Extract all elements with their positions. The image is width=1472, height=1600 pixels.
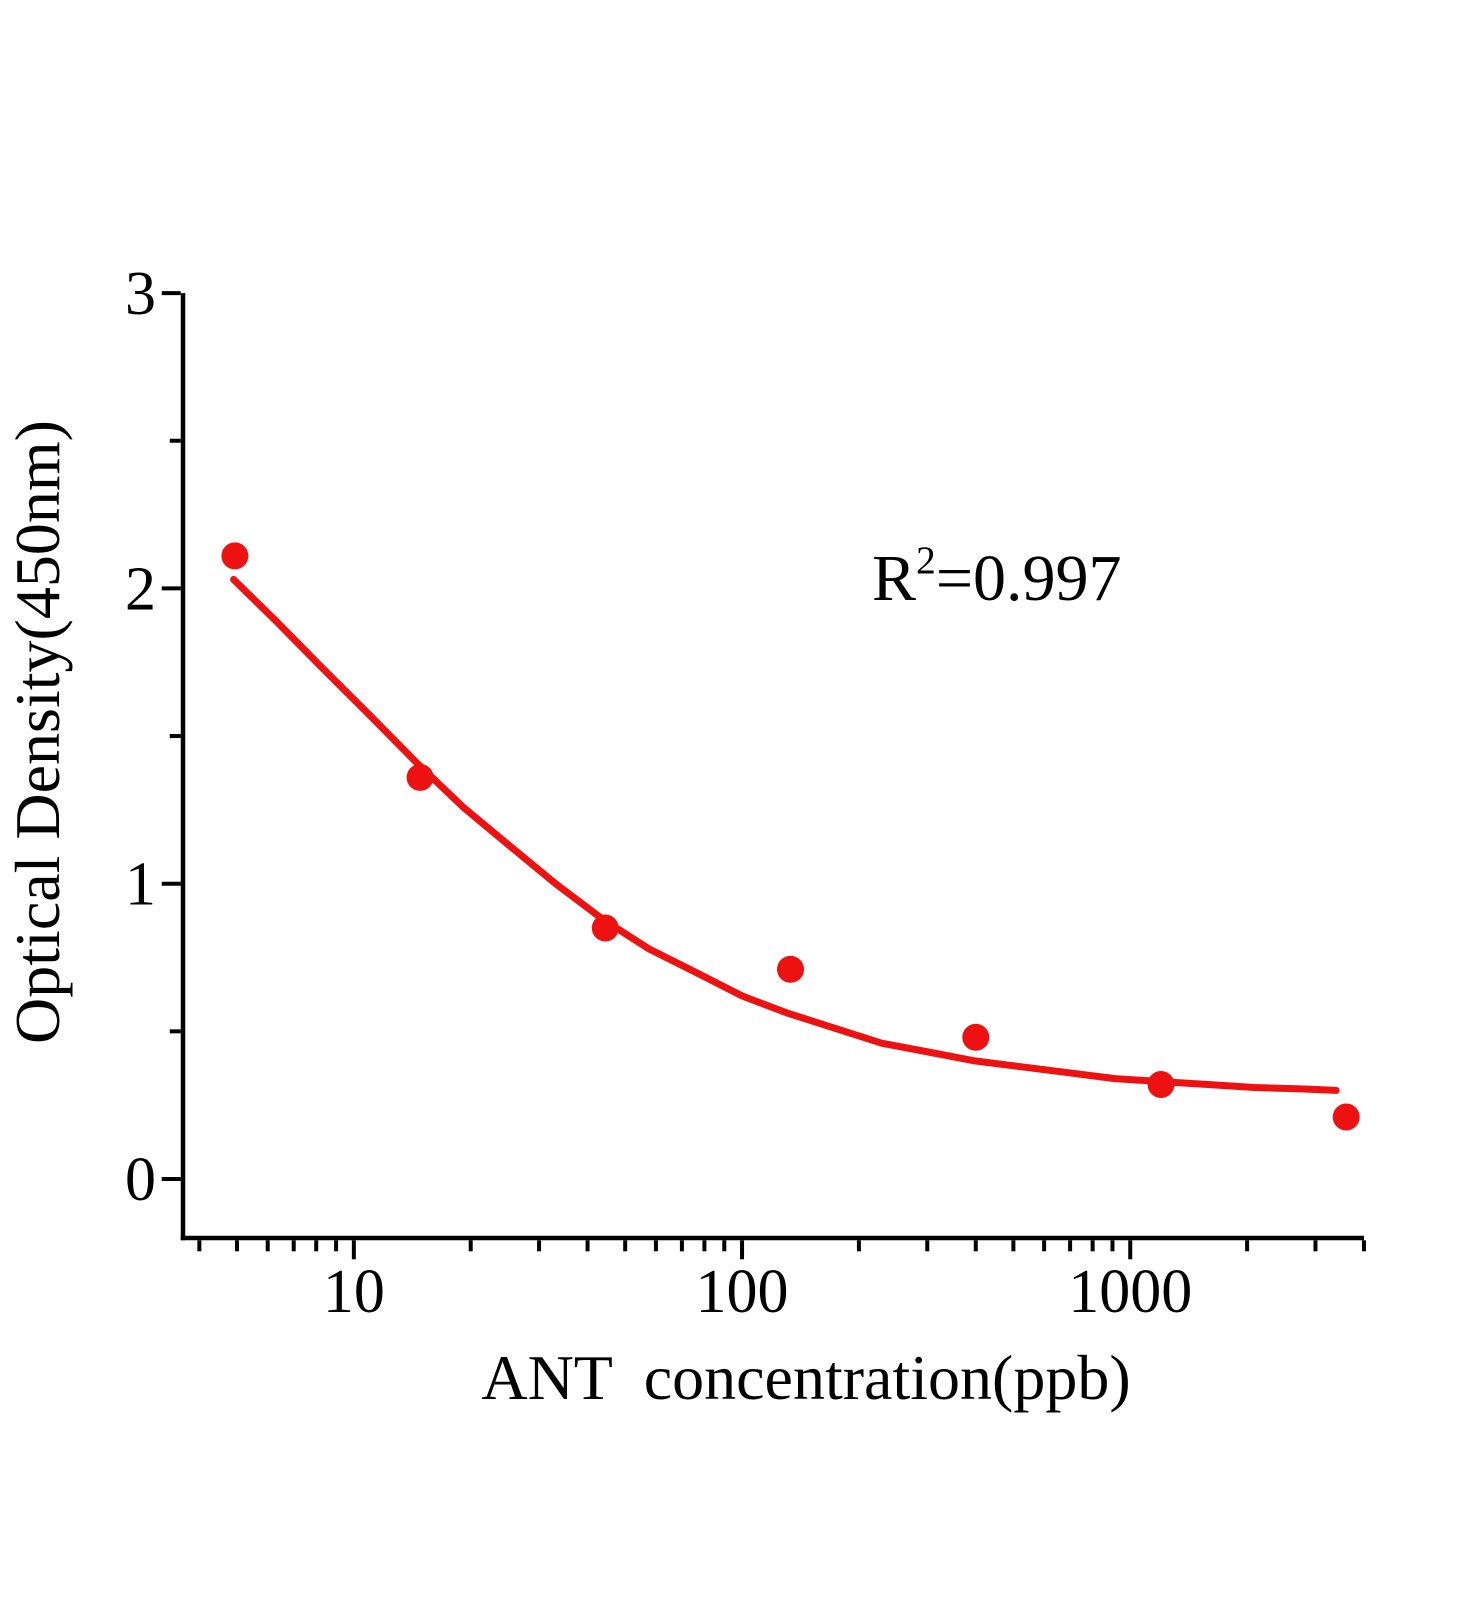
x-axis-tick-label: 1000 xyxy=(1068,1258,1192,1326)
r-squared-exponent: 2 xyxy=(916,538,936,582)
y-axis-tick-label: 0 xyxy=(125,1146,156,1214)
x-axis-tick-label: 100 xyxy=(696,1258,789,1326)
data-point xyxy=(221,542,249,570)
data-point xyxy=(777,955,804,983)
r-squared-value: =0.997 xyxy=(935,542,1122,615)
r-squared-symbol: R xyxy=(872,542,917,615)
r-squared-annotation: R2=0.997 xyxy=(872,540,1122,615)
fit-curve xyxy=(230,576,1340,1094)
x-axis-tick-label: 10 xyxy=(323,1258,385,1326)
data-point xyxy=(1332,1103,1360,1131)
y-axis-tick-label: 2 xyxy=(125,555,156,623)
y-axis-tick-label: 1 xyxy=(125,851,156,919)
data-point xyxy=(591,914,619,942)
x-axis-title: ANT concentration(ppb) xyxy=(481,1342,1131,1413)
y-axis-title: Optical Density(450nm) xyxy=(2,420,73,1044)
y-axis-tick-label: 3 xyxy=(125,260,156,328)
data-point xyxy=(962,1023,990,1051)
data-point xyxy=(406,763,434,791)
data-point xyxy=(1147,1071,1175,1098)
